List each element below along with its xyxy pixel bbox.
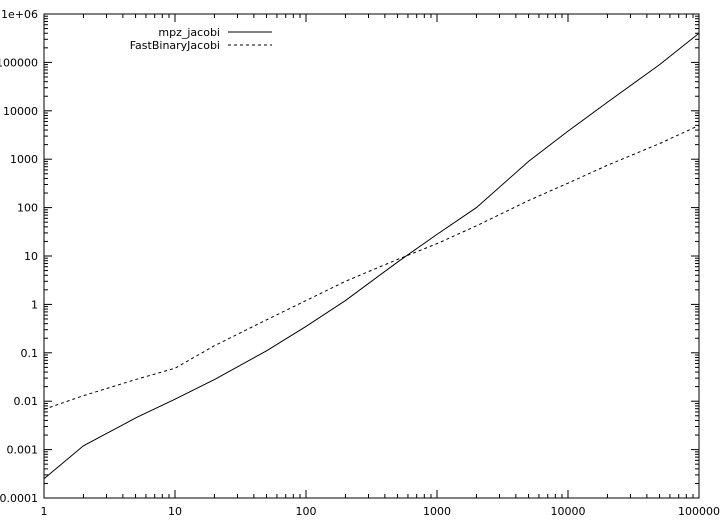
y-tick-label: 0.01	[14, 395, 39, 408]
x-tick-label: 10	[168, 505, 182, 518]
legend: mpz_jacobi FastBinaryJacobi	[130, 26, 272, 52]
y-tick-label: 0.001	[7, 444, 39, 457]
y-tick-label: 0.1	[21, 347, 39, 360]
x-tick-label: 10000	[551, 505, 586, 518]
y-tick-label: 100	[17, 202, 38, 215]
y-tick-label: 0.0001	[0, 492, 38, 505]
x-tick-label: 100	[296, 505, 317, 518]
y-axis-ticks: 0.0001 0.001 0.01 0.1 1 10 100 1000 10000 100000 1…	[0, 8, 699, 505]
y-tick-label: 1	[31, 298, 38, 311]
x-tick-label: 1000	[423, 505, 451, 518]
x-tick-label: 100000	[678, 505, 720, 518]
y-tick-label: 10000	[3, 105, 38, 118]
x-axis-ticks: 1 10 100 1000 10000 100000	[41, 14, 720, 518]
y-tick-label: 1e+06	[1, 8, 38, 21]
y-tick-label: 10	[24, 250, 38, 263]
series-line-fastbinaryjacobi	[43, 124, 700, 410]
series-line-mpz-jacobi	[43, 32, 700, 480]
y-tick-label: 1000	[10, 153, 38, 166]
legend-label-mpz-jacobi: mpz_jacobi	[158, 26, 220, 39]
y-tick-label: 100000	[0, 56, 38, 69]
plot-frame	[43, 13, 700, 499]
series-layer	[43, 32, 700, 480]
legend-label-fastbinaryjacobi: FastBinaryJacobi	[130, 39, 220, 52]
x-tick-label: 1	[41, 505, 48, 518]
